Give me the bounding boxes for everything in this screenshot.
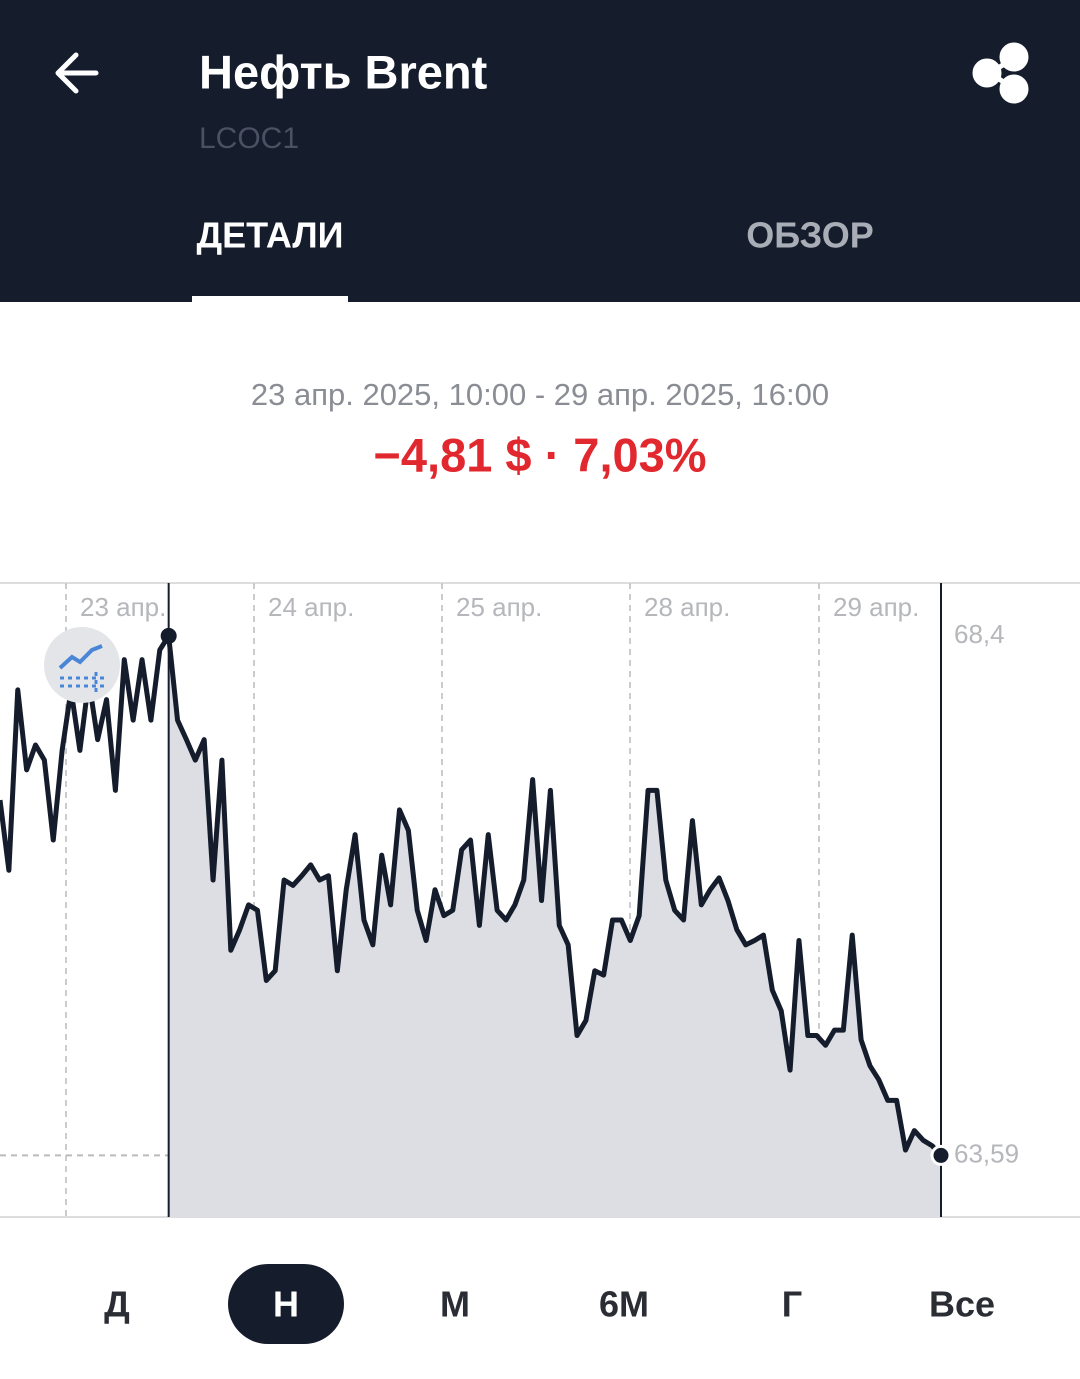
period-active: [228, 1264, 344, 1344]
date-label: 29 апр.: [833, 592, 919, 622]
tab-indicator: [192, 296, 348, 302]
tab[interactable]: ДЕТАЛИ: [197, 215, 344, 256]
date-label: 24 апр.: [268, 592, 354, 622]
chart: 23 апр. 24 апр. 25 апр. 28 апр. 29 апр. 68,4 6…: [0, 583, 1019, 1217]
icon: [60, 672, 104, 692]
selection-area: [168, 635, 942, 1217]
chart-type-button[interactable]: [44, 627, 120, 703]
date-label: 25 апр.: [456, 592, 542, 622]
period-button[interactable]: Все: [929, 1284, 995, 1325]
title: Нефть Brent: [199, 45, 488, 98]
y-tick-label: 63,59: [954, 1138, 1019, 1168]
date-label: 28 апр.: [644, 592, 730, 622]
period-button[interactable]: Д: [104, 1284, 130, 1325]
ticker: LCOC1: [199, 122, 299, 155]
icon-bg: [44, 627, 120, 703]
icon: [58, 644, 103, 670]
start-point: [160, 627, 177, 644]
period-button[interactable]: 6М: [599, 1284, 649, 1325]
app-bar: [0, 0, 1080, 302]
period-button[interactable]: М: [440, 1284, 470, 1325]
end-point: [930, 1144, 952, 1166]
period-selector: Д Н М 6М Г Все: [104, 1264, 995, 1344]
price-line: [0, 633, 943, 1158]
date-range: 23 апр. 2025, 10:00 - 29 апр. 2025, 16:0…: [251, 377, 829, 412]
date-label: 23 апр.: [80, 592, 166, 622]
back-button[interactable]: [55, 52, 99, 94]
share-button[interactable]: [972, 42, 1029, 104]
price-change: −4,81 $ · 7,03%: [373, 428, 706, 481]
period-button[interactable]: Г: [782, 1284, 802, 1325]
y-tick-label: 68,4: [954, 619, 1005, 649]
period-button[interactable]: Н: [273, 1284, 299, 1325]
tab[interactable]: ОБЗОР: [746, 215, 874, 256]
